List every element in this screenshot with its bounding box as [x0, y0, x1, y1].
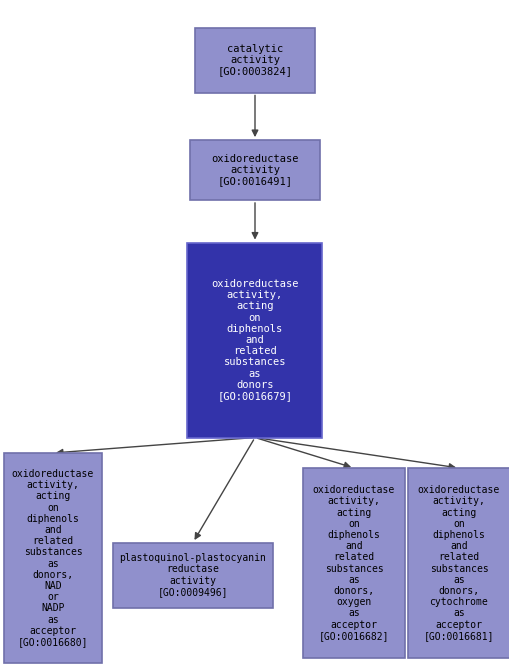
FancyBboxPatch shape: [302, 468, 404, 658]
FancyBboxPatch shape: [407, 468, 509, 658]
Text: plastoquinol-plastocyanin
reductase
activity
[GO:0009496]: plastoquinol-plastocyanin reductase acti…: [119, 553, 266, 597]
FancyBboxPatch shape: [4, 453, 102, 663]
FancyBboxPatch shape: [190, 140, 319, 200]
FancyBboxPatch shape: [187, 242, 322, 438]
Text: catalytic
activity
[GO:0003824]: catalytic activity [GO:0003824]: [217, 43, 292, 76]
Text: oxidoreductase
activity,
acting
on
diphenols
and
related
substances
as
donors,
o: oxidoreductase activity, acting on diphe…: [312, 485, 394, 641]
FancyBboxPatch shape: [113, 543, 272, 607]
FancyBboxPatch shape: [194, 27, 315, 92]
Text: oxidoreductase
activity,
acting
on
diphenols
and
related
substances
as
donors,
c: oxidoreductase activity, acting on diphe…: [417, 485, 499, 641]
Text: oxidoreductase
activity,
acting
on
diphenols
and
related
substances
as
donors
[G: oxidoreductase activity, acting on diphe…: [211, 279, 298, 401]
Text: oxidoreductase
activity
[GO:0016491]: oxidoreductase activity [GO:0016491]: [211, 154, 298, 186]
Text: oxidoreductase
activity,
acting
on
diphenols
and
related
substances
as
donors,
N: oxidoreductase activity, acting on diphe…: [12, 469, 94, 647]
